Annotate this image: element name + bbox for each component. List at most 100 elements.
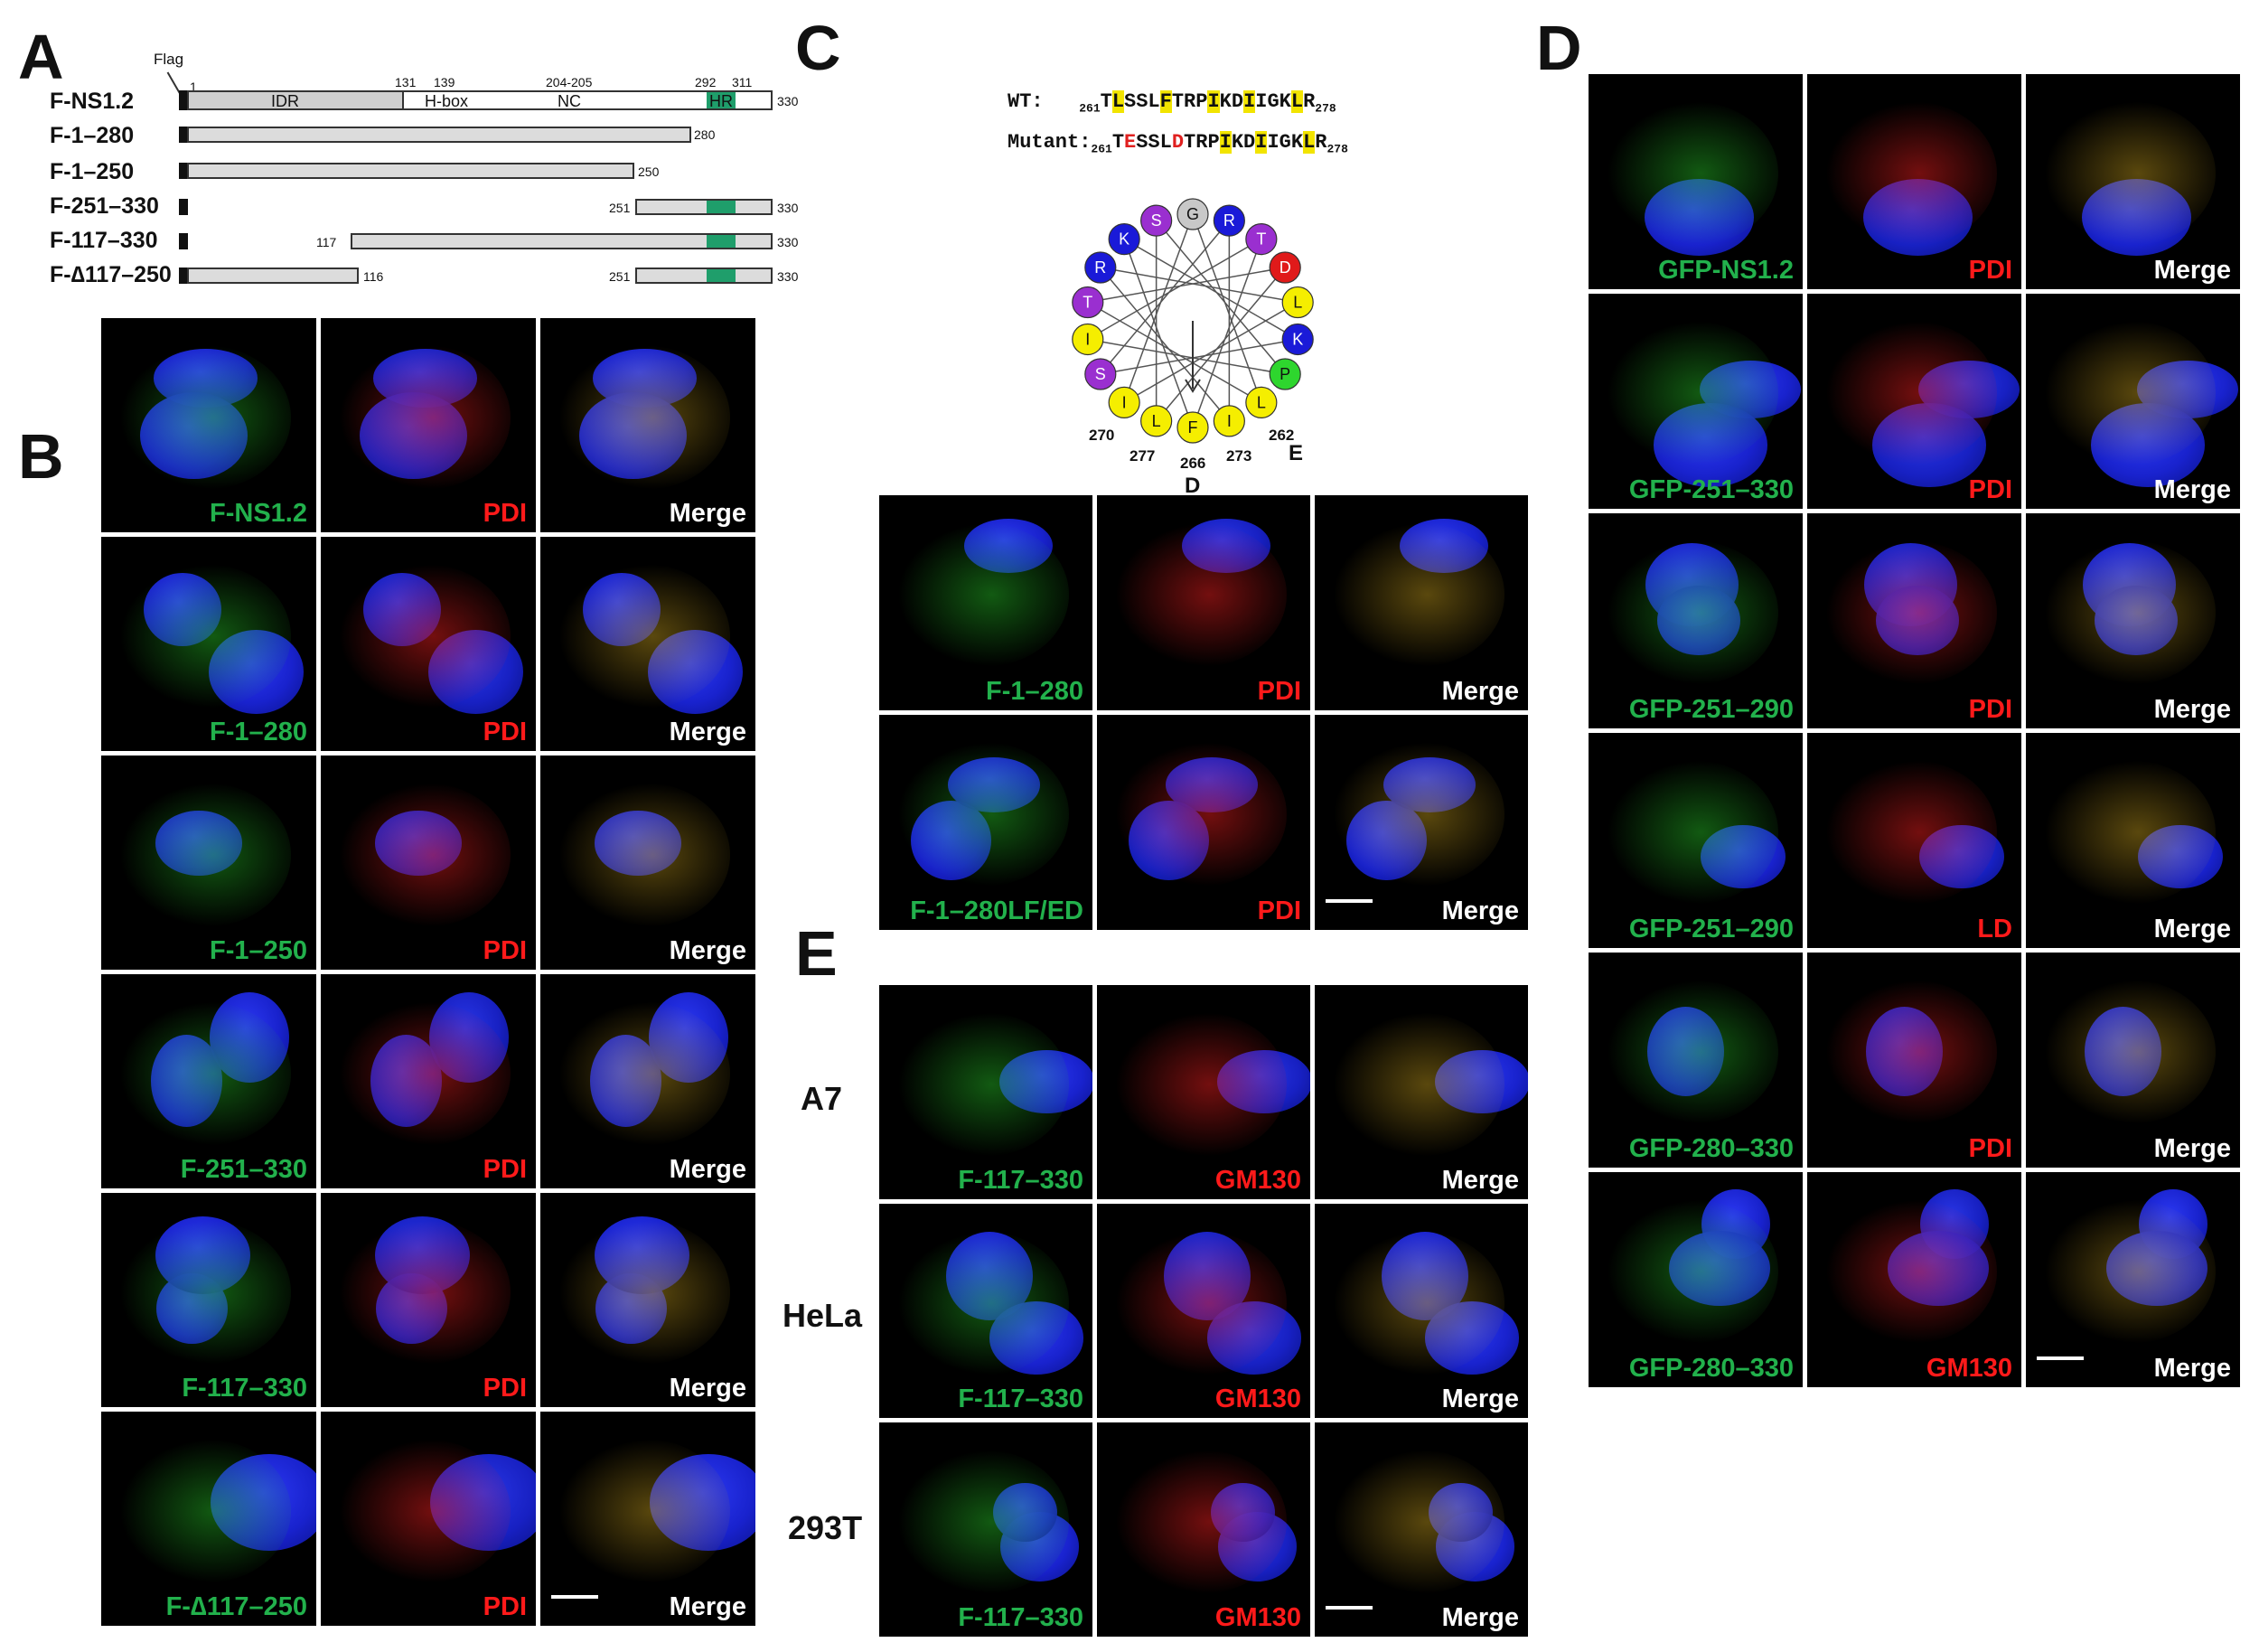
svg-text:S: S: [1151, 211, 1162, 230]
svg-text:G: G: [1186, 205, 1199, 223]
mid-pos: 116: [363, 269, 384, 284]
hr-label: HR: [709, 92, 733, 110]
signal: [558, 564, 730, 709]
construct-channel: F-1–280: [101, 537, 316, 751]
svg-text:F: F: [1188, 418, 1198, 436]
marker-channel: PDI: [321, 318, 536, 532]
nucleus: [208, 629, 305, 714]
merge-channel: Merge: [2026, 1172, 2240, 1387]
channel-label: Merge: [2153, 1134, 2231, 1163]
nucleus: [1345, 800, 1427, 881]
signal: [1825, 1199, 1997, 1344]
nucleus: [578, 391, 688, 479]
nucleus: [1657, 585, 1741, 656]
nucleus: [143, 573, 221, 647]
signal: [339, 564, 511, 709]
signal: [897, 1450, 1069, 1594]
signal: [1333, 742, 1504, 887]
signal: [1825, 760, 1997, 905]
construct-bar: [187, 127, 691, 143]
nucleus: [1383, 757, 1476, 812]
marker-channel: GM130: [1097, 985, 1310, 1199]
cell-line-label: 293T: [788, 1509, 863, 1546]
marker-channel: PDI: [321, 974, 536, 1188]
construct-label: F-117–330: [50, 228, 158, 253]
construct-channel: F-251–330: [101, 974, 316, 1188]
wheel-residue: L: [1245, 386, 1278, 418]
construct-channel: F-117–330: [879, 1422, 1092, 1637]
nucleus: [594, 811, 682, 876]
channel-label: Merge: [2153, 915, 2231, 943]
nucleus: [647, 629, 744, 714]
construct-channel: GFP-251–330: [1589, 294, 1803, 509]
svg-text:R: R: [1223, 211, 1235, 230]
channel-label: F-117–330: [958, 1384, 1083, 1413]
construct-bar: [635, 268, 773, 284]
channel-label: F-117–330: [182, 1374, 307, 1403]
mutation-d: D: [1185, 474, 1201, 498]
hr-region: [707, 269, 736, 282]
end-pos: 330: [777, 201, 799, 215]
marker-channel: PDI: [321, 756, 536, 970]
end-pos: 280: [694, 127, 716, 142]
channel-label: Merge: [1441, 896, 1519, 925]
pos-139: 139: [434, 75, 455, 89]
signal: [558, 345, 730, 490]
nc-label: NC: [558, 92, 581, 110]
merge-channel: Merge: [2026, 74, 2240, 289]
nucleus: [989, 1301, 1084, 1375]
start-pos: 251: [609, 269, 631, 284]
channel-label: PDI: [483, 718, 527, 746]
signal: [1333, 1231, 1504, 1375]
svg-text:R: R: [1094, 258, 1106, 277]
nucleus: [139, 391, 248, 479]
channel-label: F-1–280LF/ED: [910, 896, 1083, 925]
signal: [897, 742, 1069, 887]
flag-tag: [179, 90, 188, 110]
start-pos: 251: [609, 201, 631, 215]
svg-text:L: L: [1293, 294, 1302, 312]
channel-label: Merge: [2153, 1354, 2231, 1383]
panel-label-e: E: [795, 918, 838, 989]
pos-311: 311: [732, 75, 753, 89]
construct-bar: [351, 233, 773, 249]
idr-label: IDR: [271, 92, 299, 110]
channel-label: GM130: [1214, 1166, 1301, 1195]
wheel-residue: F: [1176, 411, 1209, 444]
panel-b-grid: F-NS1.2 PDI Merge F-1–280 PDI Merge F-1–250 PDI…: [101, 318, 755, 1626]
channel-label: Merge: [669, 936, 746, 965]
signal: [2044, 760, 2216, 905]
channel-label: PDI: [483, 1592, 527, 1621]
svg-text:T: T: [1083, 294, 1092, 312]
signal: [119, 783, 291, 927]
construct-channel: F-1–280LF/ED: [879, 715, 1092, 930]
wheel-residue: R: [1213, 204, 1245, 237]
wheel-residue: K: [1108, 223, 1140, 256]
channel-label: GFP-251–290: [1628, 915, 1794, 943]
end-pos: 330: [777, 269, 799, 284]
channel-label: Merge: [669, 1374, 746, 1403]
pos-end: 330: [777, 94, 799, 108]
signal: [1607, 1199, 1778, 1344]
construct-channel: GFP-251–290: [1589, 513, 1803, 728]
channel-label: PDI: [1968, 695, 2012, 724]
signal: [897, 1012, 1069, 1157]
mutation-e: E: [1289, 441, 1304, 465]
nucleus: [2091, 403, 2205, 487]
channel-label: PDI: [483, 936, 527, 965]
panel-label-d: D: [1536, 13, 1582, 83]
svg-text:S: S: [1095, 365, 1106, 383]
channel-label: Merge: [669, 499, 746, 528]
construct-channel: GFP-280–330: [1589, 953, 1803, 1168]
scale-bar: [1326, 1606, 1373, 1610]
channel-label: GM130: [1214, 1384, 1301, 1413]
wheel-residue: S: [1140, 204, 1173, 237]
signal: [2044, 321, 2216, 465]
domain-schematic: Flag 1 131 139 204-205 292 311 F-NS1.2 I…: [0, 0, 813, 298]
wheel-residue: S: [1084, 358, 1117, 390]
signal: [2044, 1199, 2216, 1344]
signal: [339, 1220, 511, 1365]
start-pos: 117: [316, 235, 337, 249]
construct-channel: F-117–330: [879, 985, 1092, 1199]
svg-text:K: K: [1119, 230, 1130, 249]
